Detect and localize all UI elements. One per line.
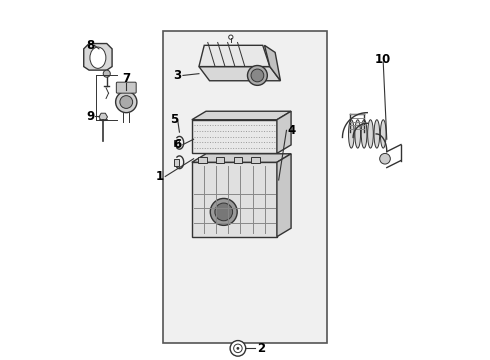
- Text: 6: 6: [173, 138, 182, 151]
- Ellipse shape: [355, 120, 361, 148]
- Polygon shape: [192, 111, 291, 120]
- Polygon shape: [99, 113, 107, 121]
- Circle shape: [103, 70, 110, 77]
- Circle shape: [237, 347, 239, 350]
- Bar: [192, 120, 277, 153]
- Ellipse shape: [374, 120, 380, 148]
- Polygon shape: [192, 154, 291, 162]
- Ellipse shape: [348, 120, 354, 148]
- Polygon shape: [277, 154, 291, 237]
- Circle shape: [120, 96, 133, 108]
- Text: 5: 5: [170, 113, 178, 126]
- Text: 3: 3: [173, 69, 182, 82]
- Polygon shape: [84, 44, 112, 70]
- Text: 7: 7: [122, 72, 130, 85]
- Polygon shape: [199, 67, 280, 81]
- Ellipse shape: [368, 120, 373, 148]
- Circle shape: [247, 66, 268, 85]
- Ellipse shape: [380, 120, 386, 148]
- Bar: [251, 157, 260, 163]
- Circle shape: [116, 91, 137, 113]
- Circle shape: [215, 203, 233, 221]
- Bar: [216, 157, 224, 163]
- Text: 1: 1: [156, 170, 164, 183]
- Circle shape: [251, 69, 264, 82]
- Polygon shape: [277, 111, 291, 153]
- Bar: [198, 157, 207, 163]
- Text: 10: 10: [375, 53, 392, 66]
- Circle shape: [380, 153, 391, 164]
- Text: 4: 4: [287, 124, 295, 137]
- Bar: [234, 157, 242, 163]
- Text: 2: 2: [257, 342, 265, 355]
- Bar: [174, 159, 179, 166]
- Bar: [174, 140, 179, 146]
- FancyBboxPatch shape: [116, 82, 136, 93]
- Text: 9: 9: [86, 110, 94, 123]
- Ellipse shape: [361, 120, 367, 148]
- Bar: [164, 31, 326, 343]
- Ellipse shape: [90, 47, 106, 68]
- Circle shape: [230, 341, 245, 356]
- Polygon shape: [199, 45, 270, 67]
- Circle shape: [229, 35, 233, 39]
- Polygon shape: [265, 45, 280, 81]
- Bar: [192, 162, 277, 237]
- Circle shape: [210, 198, 237, 225]
- Text: 8: 8: [87, 39, 95, 52]
